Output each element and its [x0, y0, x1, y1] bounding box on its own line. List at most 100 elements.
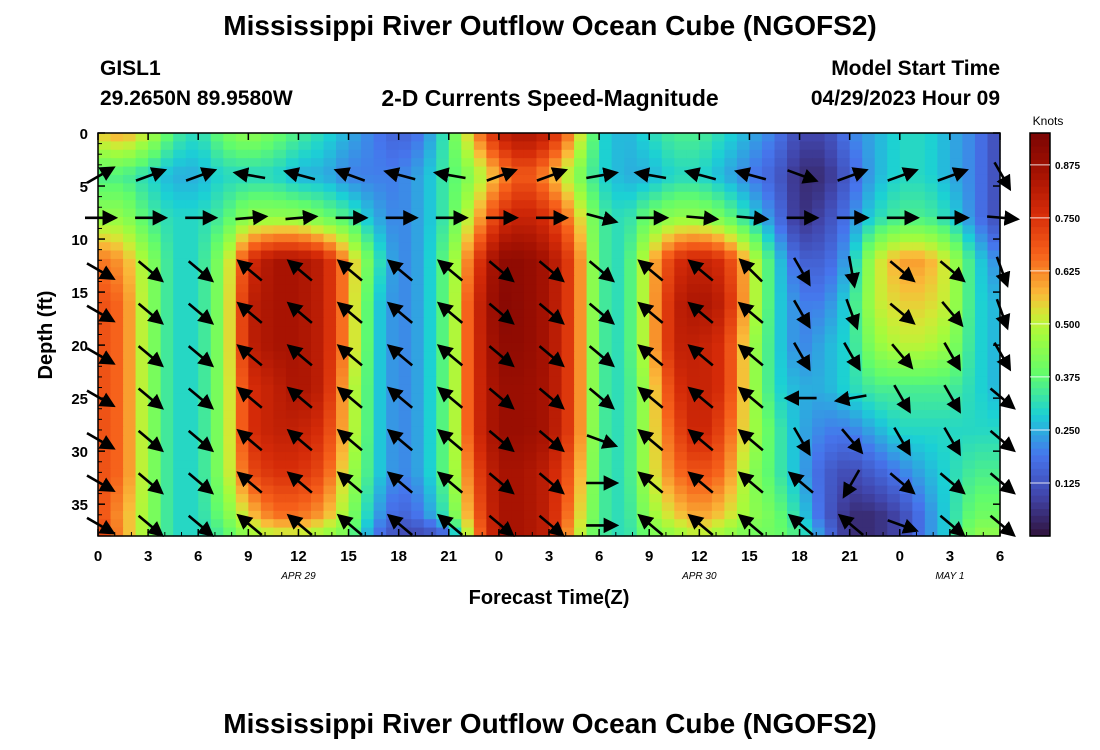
- colorbar-cell: [1030, 475, 1050, 483]
- heatmap-cell: [761, 468, 776, 478]
- heatmap-cell: [912, 267, 926, 277]
- heatmap-cell: [185, 334, 199, 344]
- heatmap-cell: [273, 510, 287, 520]
- heatmap-cell: [235, 460, 249, 470]
- current-vector: [737, 513, 764, 536]
- heatmap-cell: [624, 410, 638, 420]
- heatmap-cell: [511, 242, 525, 252]
- heatmap-cell: [348, 410, 362, 420]
- heatmap-cell: [348, 359, 362, 369]
- heatmap-cell: [812, 477, 826, 487]
- heatmap-cell: [185, 519, 199, 529]
- colorbar-cell: [1030, 428, 1050, 436]
- heatmap-cell: [273, 149, 287, 159]
- heatmap-cell: [599, 494, 613, 504]
- heatmap-cell: [549, 376, 563, 386]
- heatmap-cell: [937, 250, 951, 260]
- current-vector: [386, 386, 414, 409]
- heatmap-cell: [123, 410, 137, 420]
- heatmap-cell: [586, 275, 600, 285]
- heatmap-cell: [248, 326, 262, 336]
- heatmap-cell: [536, 183, 550, 193]
- heatmap-cell: [473, 351, 487, 361]
- colorbar-cell: [1030, 381, 1050, 389]
- heatmap-cell: [398, 166, 412, 176]
- heatmap-cell: [837, 158, 851, 168]
- heatmap-cell: [173, 443, 187, 453]
- heatmap-cell: [285, 418, 300, 428]
- heatmap-cell: [561, 519, 575, 529]
- heatmap-cell: [260, 200, 274, 210]
- heatmap-cell: [361, 208, 375, 218]
- heatmap-cell: [310, 141, 325, 151]
- heatmap-cell: [511, 485, 525, 495]
- colorbar-cell: [1030, 522, 1050, 530]
- heatmap-cell: [887, 183, 901, 193]
- heatmap-cell: [774, 250, 788, 260]
- heatmap-cell: [260, 376, 274, 386]
- heatmap-cell: [736, 191, 751, 201]
- heatmap-cell: [912, 292, 926, 302]
- heatmap-cell: [310, 494, 325, 504]
- heatmap-cell: [348, 191, 362, 201]
- heatmap-cell: [774, 141, 788, 151]
- heatmap-cell: [912, 359, 926, 369]
- heatmap-cell: [486, 334, 500, 344]
- heatmap-cell: [837, 292, 851, 302]
- heatmap-cell: [586, 191, 600, 201]
- heatmap-cell: [974, 376, 989, 386]
- heatmap-cell: [210, 468, 224, 478]
- heatmap-cell: [874, 191, 888, 201]
- heatmap-cell: [549, 510, 563, 520]
- heatmap-cell: [160, 233, 174, 243]
- heatmap-cell: [624, 485, 638, 495]
- heatmap-cell: [799, 284, 813, 294]
- colorbar-cell: [1030, 455, 1050, 463]
- heatmap-cell: [624, 452, 638, 462]
- heatmap-cell: [574, 166, 588, 176]
- heatmap-cell: [235, 174, 249, 184]
- heatmap-cell: [373, 527, 387, 537]
- heatmap-cell: [135, 393, 149, 403]
- heatmap-cell: [448, 183, 462, 193]
- heatmap-cell: [586, 510, 600, 520]
- colorbar-cell: [1030, 468, 1050, 477]
- heatmap-cell: [223, 200, 237, 210]
- heatmap-cell: [323, 208, 337, 218]
- heatmap-cell: [599, 233, 613, 243]
- heatmap-cell: [248, 510, 262, 520]
- heatmap-cell: [436, 376, 450, 386]
- heatmap-cell: [749, 376, 763, 386]
- heatmap-cell: [448, 418, 462, 428]
- heatmap-cell: [298, 443, 312, 453]
- heatmap-cell: [323, 401, 337, 411]
- heatmap-cell: [974, 477, 989, 487]
- heatmap-cell: [498, 258, 513, 268]
- heatmap-cell: [373, 141, 387, 151]
- heatmap-cell: [223, 275, 237, 285]
- heatmap-cell: [135, 183, 149, 193]
- heatmap-cell: [386, 418, 400, 428]
- heatmap-cell: [574, 502, 588, 512]
- heatmap-cell: [436, 326, 450, 336]
- heatmap-cell: [273, 418, 287, 428]
- heatmap-cell: [912, 393, 926, 403]
- heatmap-cell: [686, 158, 700, 168]
- heatmap-cell: [110, 292, 124, 302]
- heatmap-cell: [461, 284, 475, 294]
- heatmap-cell: [812, 502, 826, 512]
- heatmap-cell: [974, 502, 989, 512]
- heatmap-cell: [486, 267, 500, 277]
- heatmap-cell: [586, 208, 600, 218]
- heatmap-cell: [724, 275, 738, 285]
- heatmap-cell: [98, 426, 112, 436]
- station-coords: 29.2650N 89.9580W: [100, 87, 293, 110]
- heatmap-cell: [248, 468, 262, 478]
- heatmap-cell: [724, 384, 738, 394]
- heatmap-cell: [574, 435, 588, 445]
- heatmap-cell: [123, 166, 137, 176]
- y-tick-label: 10: [71, 232, 88, 249]
- heatmap-cell: [874, 418, 888, 428]
- heatmap-cell: [787, 351, 801, 361]
- heatmap-cell: [749, 494, 763, 504]
